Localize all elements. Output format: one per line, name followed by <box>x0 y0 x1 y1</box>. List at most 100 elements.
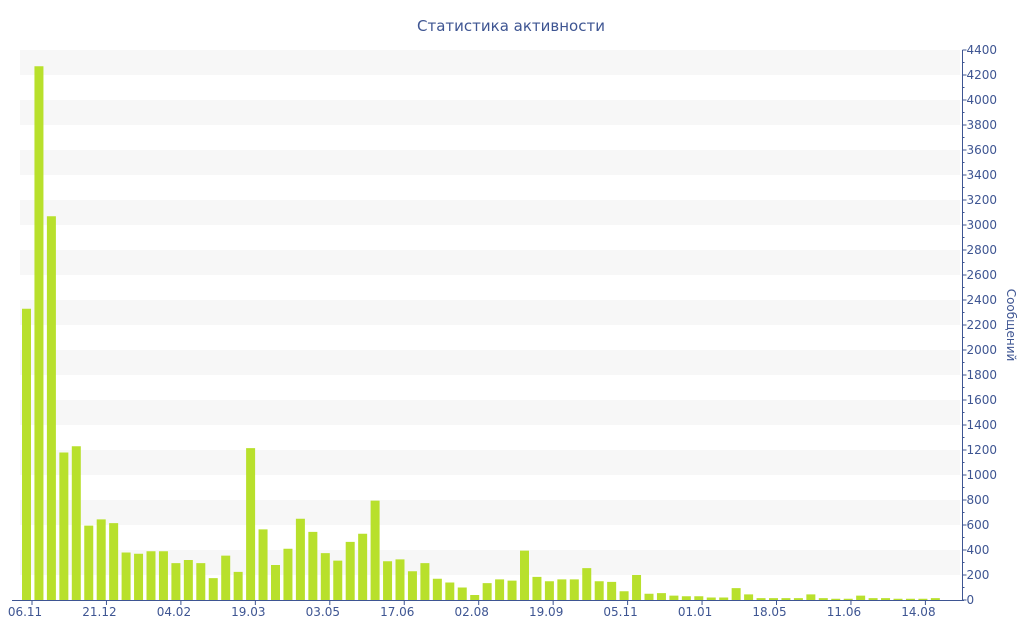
bar[interactable] <box>134 553 144 600</box>
bar[interactable] <box>806 594 816 601</box>
bar[interactable] <box>831 598 841 600</box>
bar[interactable] <box>918 598 928 600</box>
bar[interactable] <box>233 571 243 601</box>
bar[interactable] <box>221 555 231 601</box>
bar[interactable] <box>146 551 156 600</box>
bar[interactable] <box>818 598 828 601</box>
bar[interactable] <box>756 598 766 601</box>
bar[interactable] <box>893 598 903 600</box>
bar[interactable] <box>843 598 853 600</box>
bar[interactable] <box>681 596 691 600</box>
y-tick-label: 3200 <box>967 193 998 207</box>
bar[interactable] <box>632 575 642 600</box>
grid-band <box>20 350 960 375</box>
x-tick-label: 21.12 <box>82 605 116 619</box>
y-tick-label: 2000 <box>967 343 998 357</box>
bar[interactable] <box>84 525 94 601</box>
bar[interactable] <box>781 598 791 601</box>
bar[interactable] <box>34 66 44 600</box>
grid-band <box>20 200 960 225</box>
y-tick-label: 2600 <box>967 268 998 282</box>
bar[interactable] <box>295 518 305 600</box>
grid-band <box>20 500 960 525</box>
bar[interactable] <box>383 561 393 600</box>
bar[interactable] <box>532 576 542 601</box>
bar[interactable] <box>868 598 878 601</box>
y-tick-label: 3000 <box>967 218 998 232</box>
x-tick-label: 19.09 <box>529 605 563 619</box>
bar[interactable] <box>881 598 891 601</box>
bar[interactable] <box>619 591 629 600</box>
bar[interactable] <box>544 581 554 600</box>
bar[interactable] <box>457 587 467 601</box>
bar[interactable] <box>482 583 492 601</box>
y-tick-label: 2400 <box>967 293 998 307</box>
bar[interactable] <box>271 565 280 600</box>
y-tick-label: 400 <box>967 543 990 557</box>
bar[interactable] <box>121 552 131 601</box>
bar[interactable] <box>607 581 617 601</box>
bar[interactable] <box>669 595 679 601</box>
bar[interactable] <box>656 593 666 601</box>
y-tick-label: 200 <box>967 568 990 582</box>
bar[interactable] <box>432 578 442 600</box>
bar[interactable] <box>557 579 567 601</box>
bar[interactable] <box>258 529 268 601</box>
bar[interactable] <box>22 308 31 600</box>
bar[interactable] <box>196 563 206 601</box>
bar[interactable] <box>644 593 654 600</box>
bar[interactable] <box>793 598 803 601</box>
bar[interactable] <box>208 578 218 601</box>
bar[interactable] <box>407 571 417 600</box>
bar[interactable] <box>706 597 716 601</box>
bar[interactable] <box>395 559 405 601</box>
y-tick-label: 800 <box>967 493 990 507</box>
x-tick-label: 17.06 <box>380 605 414 619</box>
bar[interactable] <box>308 531 318 601</box>
bar[interactable] <box>46 216 56 600</box>
bar[interactable] <box>520 550 529 601</box>
bar[interactable] <box>930 598 940 601</box>
bar[interactable] <box>445 582 455 601</box>
y-axis-title: Сообщений <box>1004 289 1018 362</box>
bar[interactable] <box>744 594 754 601</box>
bar[interactable] <box>320 553 330 601</box>
bar[interactable] <box>158 551 168 600</box>
bar[interactable] <box>345 541 355 601</box>
x-tick-label: 18.05 <box>752 605 786 619</box>
y-tick-label: 1800 <box>967 368 998 382</box>
bar[interactable] <box>719 597 729 601</box>
bar[interactable] <box>569 579 579 601</box>
bar[interactable] <box>96 519 106 601</box>
bar[interactable] <box>358 533 368 600</box>
y-tick-label: 4000 <box>967 93 998 107</box>
bar[interactable] <box>694 596 704 600</box>
bar[interactable] <box>420 563 430 601</box>
bar[interactable] <box>109 523 119 601</box>
bar[interactable] <box>769 598 778 601</box>
grid-band <box>20 400 960 425</box>
bar[interactable] <box>856 595 866 601</box>
y-tick-label: 3800 <box>967 118 998 132</box>
y-tick-label: 1000 <box>967 468 998 482</box>
bar[interactable] <box>183 560 193 600</box>
y-tick-label: 0 <box>967 593 975 607</box>
bar[interactable] <box>370 500 380 601</box>
bar[interactable] <box>171 563 181 601</box>
x-tick-label: 03.05 <box>306 605 340 619</box>
bar[interactable] <box>283 548 293 600</box>
bar[interactable] <box>731 588 741 601</box>
bar[interactable] <box>594 581 604 600</box>
y-tick-label: 600 <box>967 518 990 532</box>
bar[interactable] <box>333 560 343 601</box>
bar[interactable] <box>470 595 480 600</box>
bar[interactable] <box>59 452 69 601</box>
y-tick-label: 1600 <box>967 393 998 407</box>
bar[interactable] <box>582 568 592 601</box>
bar[interactable] <box>905 598 915 600</box>
bar[interactable] <box>246 448 256 601</box>
bar[interactable] <box>71 446 81 600</box>
bar[interactable] <box>495 579 505 601</box>
bar[interactable] <box>507 580 517 601</box>
